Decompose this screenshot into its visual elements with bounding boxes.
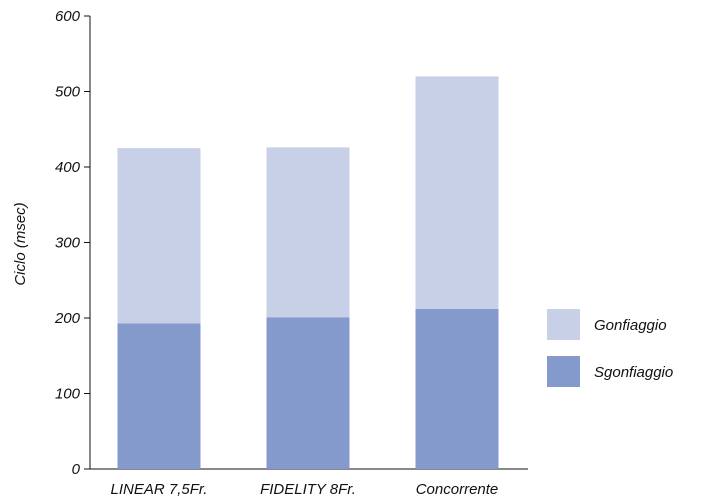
bar-gonfiaggio-0 (117, 148, 201, 324)
bar-sgonfiaggio-0 (117, 323, 201, 469)
y-axis-label: Ciclo (msec) (12, 202, 29, 285)
y-tick-label: 500 (55, 84, 81, 101)
x-tick-labels: LINEAR 7,5Fr. FIDELITY 8Fr. Concorrente (111, 481, 499, 498)
bar-sgonfiaggio-1 (266, 317, 350, 469)
legend-swatch-sgonfiaggio (547, 356, 580, 387)
y-tick-label: 200 (54, 310, 81, 327)
y-tick-label: 100 (55, 386, 81, 403)
legend-swatch-gonfiaggio (547, 309, 580, 340)
y-axis: 0 100 200 300 400 500 600 (54, 8, 91, 478)
y-tick-label: 600 (55, 8, 81, 25)
legend-label-gonfiaggio: Gonfiaggio (594, 317, 667, 334)
x-tick-label: Concorrente (416, 481, 499, 498)
y-tick-label: 300 (55, 235, 81, 252)
legend: Gonfiaggio Sgonfiaggio (547, 309, 673, 387)
legend-label-sgonfiaggio: Sgonfiaggio (594, 364, 673, 381)
y-tick-label: 0 (72, 461, 81, 478)
y-tick-label: 400 (55, 159, 81, 176)
bar-gonfiaggio-1 (266, 147, 350, 318)
bars (117, 76, 499, 469)
x-tick-label: FIDELITY 8Fr. (260, 481, 356, 498)
x-tick-label: LINEAR 7,5Fr. (111, 481, 208, 498)
bar-gonfiaggio-2 (415, 76, 499, 309)
bar-sgonfiaggio-2 (415, 308, 499, 469)
